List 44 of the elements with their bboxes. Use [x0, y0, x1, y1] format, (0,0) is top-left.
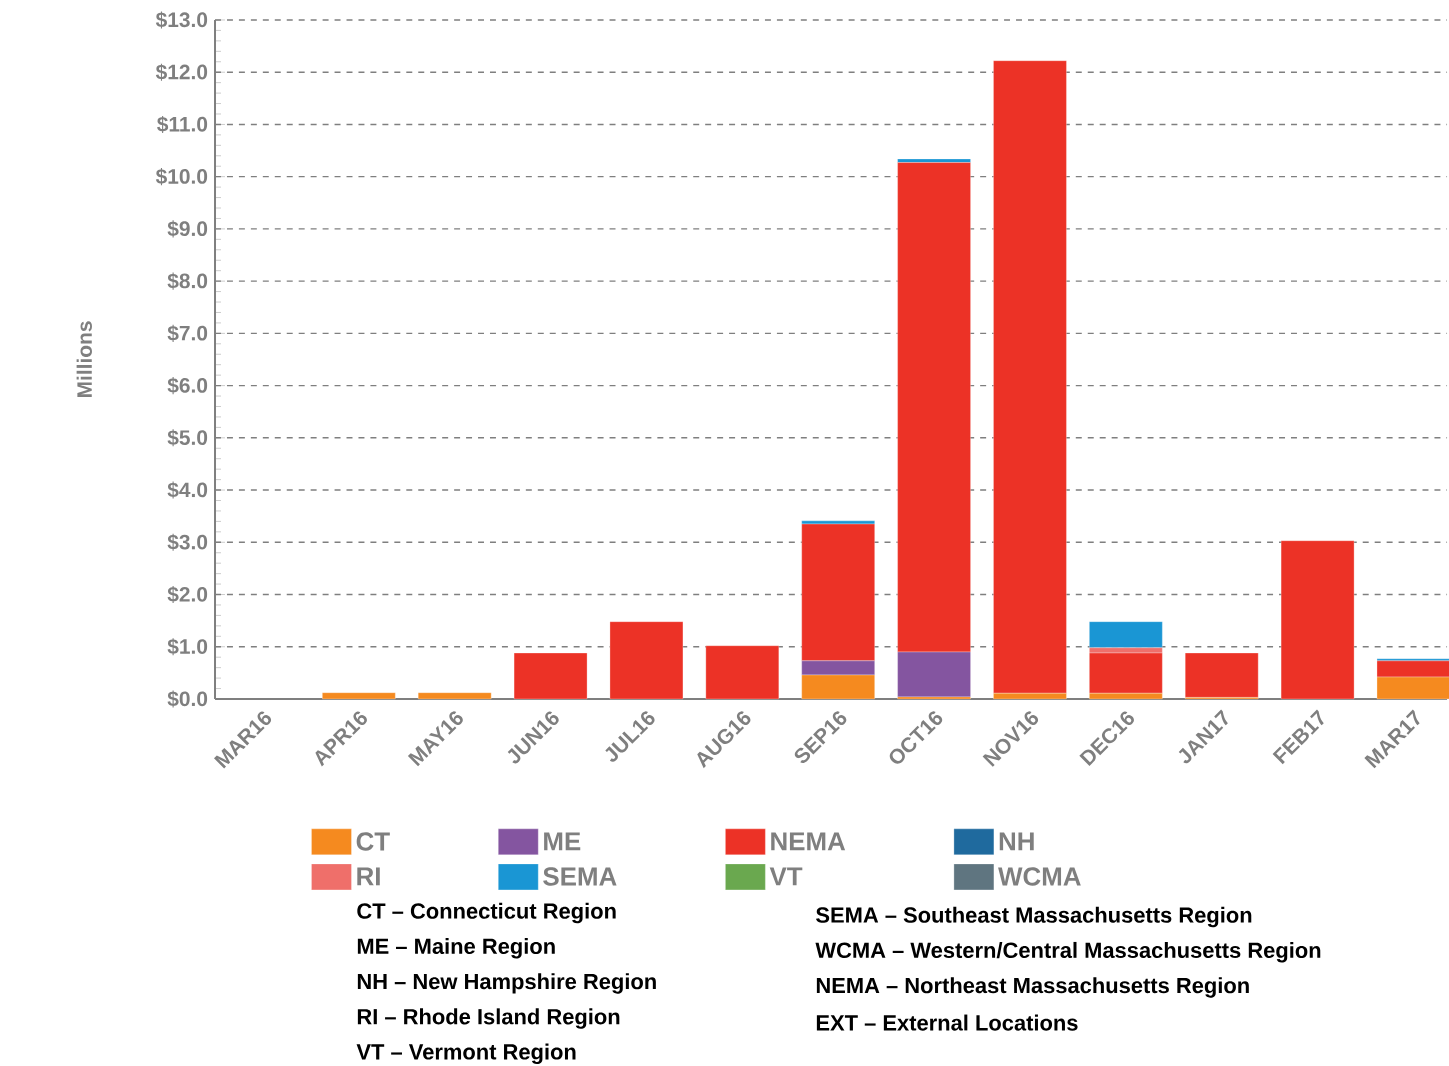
text: VT – Vermont Region [356, 1043, 576, 1065]
legend-label: RI [357, 867, 380, 886]
y-tick-label: $7.0 [167, 324, 208, 342]
bar [993, 60, 1067, 694]
y-axis-title: Millions [76, 321, 92, 398]
bar [1280, 540, 1355, 700]
y-tick-label: $3.0 [167, 533, 208, 551]
legend-label: NH [999, 832, 1034, 851]
legend-label: WCMA [998, 867, 1081, 886]
bar [897, 162, 971, 653]
bar [418, 692, 492, 700]
text: EXT – External Locations [816, 1014, 1078, 1031]
text: CT – Connecticut Region [357, 902, 616, 924]
text: SEMA – Southeast Massachusetts Region [816, 906, 1252, 928]
y-tick-label: $4.0 [167, 481, 208, 499]
legend-label: ME [544, 832, 581, 851]
bar [513, 652, 588, 700]
bar [1185, 652, 1259, 698]
legend-label: NEMA [771, 832, 846, 851]
y-tick-label: $10.0 [155, 168, 208, 186]
y-tick-label: $9.0 [167, 220, 208, 238]
text: RI – Rhode Island Region [357, 1008, 620, 1029]
text: NH – New Hampshire Region [357, 973, 656, 994]
y-tick-label: $0.0 [167, 690, 208, 708]
y-tick-label: $6.0 [167, 377, 208, 395]
text: NEMA – Northeast Massachusetts Region [816, 977, 1249, 998]
bar [1089, 621, 1163, 648]
y-tick-label: $12.0 [155, 63, 208, 81]
text: ME – Maine Region [357, 937, 555, 959]
text: WCMA – Western/Central Massachusetts Region [815, 941, 1321, 963]
bar [609, 621, 684, 700]
y-tick-label: $2.0 [167, 585, 208, 604]
bar [322, 692, 396, 700]
legend-label: SEMA [543, 867, 617, 886]
y-tick-label: $8.0 [167, 272, 208, 290]
y-tick-label: $5.0 [167, 429, 208, 447]
y-tick-label: $1.0 [167, 638, 208, 656]
bar [801, 523, 875, 661]
y-tick-label: $11.0 [157, 115, 208, 133]
legend-label: CT [356, 832, 390, 851]
y-tick-label: $13.0 [155, 11, 208, 29]
bar [1089, 652, 1163, 694]
legend-label: VT [769, 867, 803, 886]
bar [705, 645, 779, 700]
